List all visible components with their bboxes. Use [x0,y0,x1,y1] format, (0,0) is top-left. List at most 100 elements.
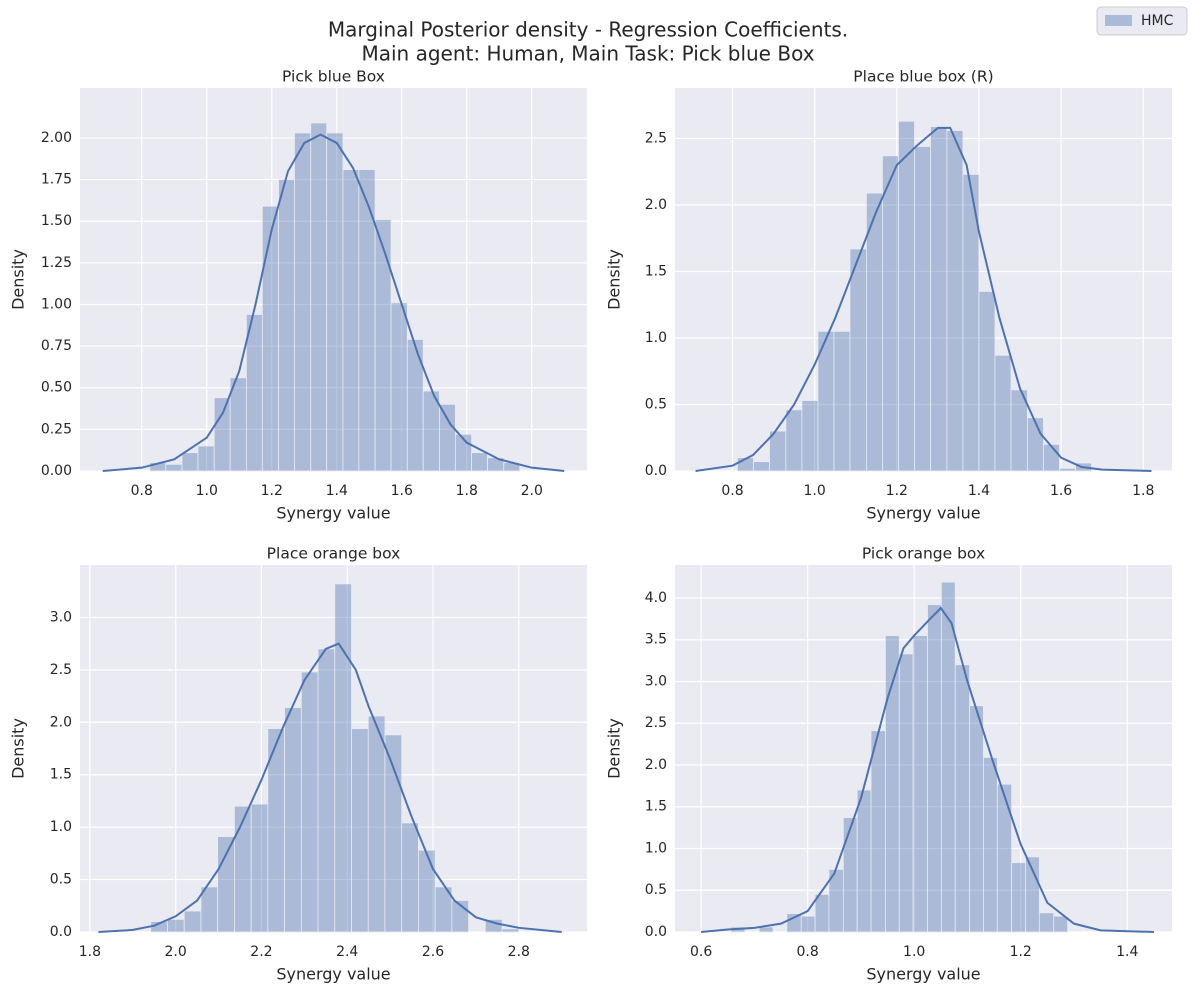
histogram-bar [849,248,867,472]
histogram-bar [842,817,858,933]
histogram-bar [422,390,440,472]
suptitle: Marginal Posterior density - Regression … [328,18,848,42]
kde-line [102,133,565,472]
y-tick-label: 0.5 [645,397,667,413]
histogram-bar [418,849,436,933]
plot-area [80,88,587,471]
subplot-title: Pick blue Box [282,68,385,86]
x-tick-label: 1.0 [804,483,826,499]
x-axis-label: Synergy value [276,504,390,523]
kde-line [98,642,562,933]
histogram-bar [200,886,219,933]
legend-box [1096,6,1188,36]
y-tick-label: 1.0 [50,819,72,835]
histogram-bar [217,836,235,933]
histogram-bar [866,192,883,472]
histogram-bar [1038,912,1055,933]
x-tick-label: 1.2 [261,483,283,499]
histogram-bar [278,179,295,472]
histogram-bar [983,757,998,933]
histogram-bar [946,130,964,472]
x-tick-label: 1.4 [968,483,990,499]
y-tick-label: 2.5 [50,662,72,678]
histogram-bar [390,302,408,472]
histogram-bar [183,910,202,933]
histogram-bar [785,409,803,472]
x-tick-label: 1.6 [1050,483,1072,499]
histogram-bar [801,400,819,472]
x-tick-label: 1.6 [391,483,413,499]
histogram-bar [374,219,392,472]
histogram-bar [814,894,830,933]
y-axis-label: Density [9,249,28,310]
histogram-bar [954,664,970,933]
histogram-bar [165,463,183,472]
x-tick-label: 1.0 [903,944,925,960]
histogram-bar [261,205,279,472]
y-tick-label: 2.5 [645,131,667,147]
x-tick-label: 2.0 [521,483,543,499]
kde-line [695,126,1152,472]
x-tick-label: 1.8 [1132,483,1154,499]
histogram-bar [1059,467,1076,472]
y-axis-label: Density [605,249,624,310]
histogram-bar [833,330,851,472]
suptitle: Main agent: Human, Main Task: Pick blue … [361,42,814,66]
histogram-bar [351,728,369,933]
histogram-bar [856,789,872,933]
x-tick-label: 2.4 [336,944,358,960]
histogram-bar [994,354,1012,472]
y-tick-label: 3.0 [645,673,667,689]
histogram-bar [384,734,403,933]
x-tick-label: 0.8 [131,483,153,499]
x-tick-label: 1.0 [196,483,218,499]
histogram-bar [1053,915,1068,933]
x-tick-label: 1.8 [79,944,101,960]
histogram-bar [326,132,344,472]
histogram-bar [367,715,386,933]
y-tick-label: 0.50 [41,380,72,396]
y-tick-label: 2.0 [645,197,667,213]
histogram-bar [439,403,456,472]
histogram-bar [501,928,520,933]
x-tick-label: 0.6 [690,944,712,960]
x-tick-label: 1.4 [1116,944,1138,960]
y-tick-label: 1.75 [41,172,72,188]
kde-line [701,606,1154,933]
histogram-bar [234,805,252,933]
histogram-bar [930,126,948,472]
histogram-bar [996,783,1013,933]
histogram-bar [213,397,231,472]
histogram-bar [317,648,336,933]
subplot-title: Pick orange box [862,545,985,563]
y-tick-label: 3.0 [50,609,72,625]
histogram-bar [229,377,247,472]
y-axis-label: Density [9,718,28,779]
x-tick-label: 2.2 [250,944,272,960]
y-tick-label: 1.5 [50,767,72,783]
x-tick-label: 1.8 [456,483,478,499]
y-tick-label: 2.00 [41,130,72,146]
histogram-bar [1043,444,1060,472]
y-tick-label: 0.0 [645,924,667,940]
y-tick-label: 0.0 [50,924,72,940]
histogram-bar [245,314,263,472]
y-tick-label: 0.25 [41,421,72,437]
histogram-bar [334,583,352,933]
histogram-bar [769,430,787,472]
histogram-bar [1027,417,1044,472]
histogram-bar [914,146,931,472]
y-tick-label: 1.50 [41,213,72,229]
histogram-bar [753,461,770,472]
histogram-bar [284,707,302,933]
legend-label: HMC [1141,13,1174,29]
histogram-bar [181,452,199,472]
histogram-bar [912,635,928,933]
histogram-bar [940,581,956,933]
x-axis-label: Synergy value [276,965,390,984]
x-axis-label: Synergy value [866,504,980,523]
y-tick-label: 1.25 [41,255,72,271]
y-axis-label: Density [605,718,624,779]
x-tick-label: 1.2 [1010,944,1032,960]
